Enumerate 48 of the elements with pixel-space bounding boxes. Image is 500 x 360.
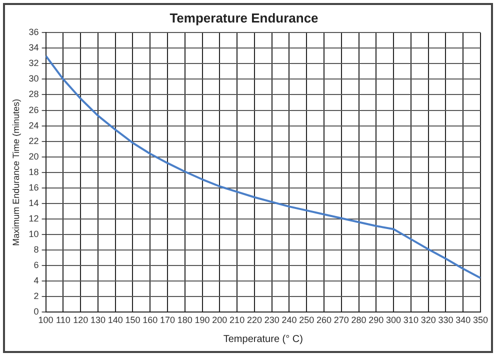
- x-tick-label: 220: [246, 315, 262, 326]
- x-tick-label: 240: [282, 315, 297, 326]
- x-tick-label: 290: [368, 315, 384, 326]
- x-tick-label: 110: [56, 315, 70, 326]
- x-tick-label: 100: [38, 315, 54, 326]
- x-tick-label: 230: [264, 315, 280, 326]
- y-tick-label: 2: [34, 291, 39, 302]
- y-tick-label: 22: [28, 136, 39, 146]
- x-tick-label: 130: [90, 315, 106, 326]
- x-tick-label: 330: [438, 315, 454, 326]
- x-tick-label: 350: [472, 315, 488, 326]
- x-tick-label: 250: [299, 315, 314, 326]
- y-tick-label: 36: [28, 27, 39, 38]
- y-tick-label: 4: [34, 276, 39, 286]
- x-tick-label: 260: [316, 315, 332, 326]
- y-tick-label: 14: [28, 198, 39, 208]
- x-tick-label: 120: [73, 315, 88, 326]
- y-tick-label: 16: [28, 182, 39, 192]
- x-tick-label: 170: [160, 315, 176, 326]
- y-tick-label: 6: [34, 260, 39, 270]
- x-tick-label: 310: [403, 315, 418, 326]
- y-tick-label: 26: [28, 104, 39, 115]
- y-axis-title: Maximum Endurance Time (minutes): [10, 98, 21, 246]
- x-tick-label: 160: [142, 315, 158, 326]
- x-tick-label: 200: [212, 315, 228, 326]
- x-tick-label: 190: [194, 315, 210, 326]
- y-tick-label: 34: [28, 42, 39, 53]
- x-tick-label: 300: [386, 315, 402, 326]
- y-tick-label: 10: [28, 229, 39, 240]
- x-tick-label: 270: [334, 315, 349, 326]
- chart-title: Temperature Endurance: [170, 10, 318, 26]
- y-tick-label: 12: [28, 213, 39, 224]
- x-tick-label: 140: [108, 315, 123, 326]
- x-tick-label: 180: [177, 315, 192, 326]
- y-tick-label: 30: [28, 74, 39, 84]
- x-axis-title: Temperature (° C): [223, 334, 303, 345]
- x-tick-label: 150: [125, 315, 140, 326]
- y-tick-label: 24: [28, 120, 39, 130]
- y-tick-label: 18: [28, 166, 39, 177]
- x-tick-label: 280: [351, 315, 366, 326]
- y-tick-label: 20: [28, 151, 39, 162]
- x-tick-label: 340: [456, 315, 471, 326]
- x-tick-label: 320: [420, 315, 436, 326]
- y-tick-label: 32: [28, 58, 39, 68]
- y-tick-label: 0: [34, 306, 39, 317]
- y-tick-label: 8: [34, 244, 39, 255]
- x-tick-label: 210: [230, 315, 245, 326]
- y-tick-label: 28: [28, 89, 39, 100]
